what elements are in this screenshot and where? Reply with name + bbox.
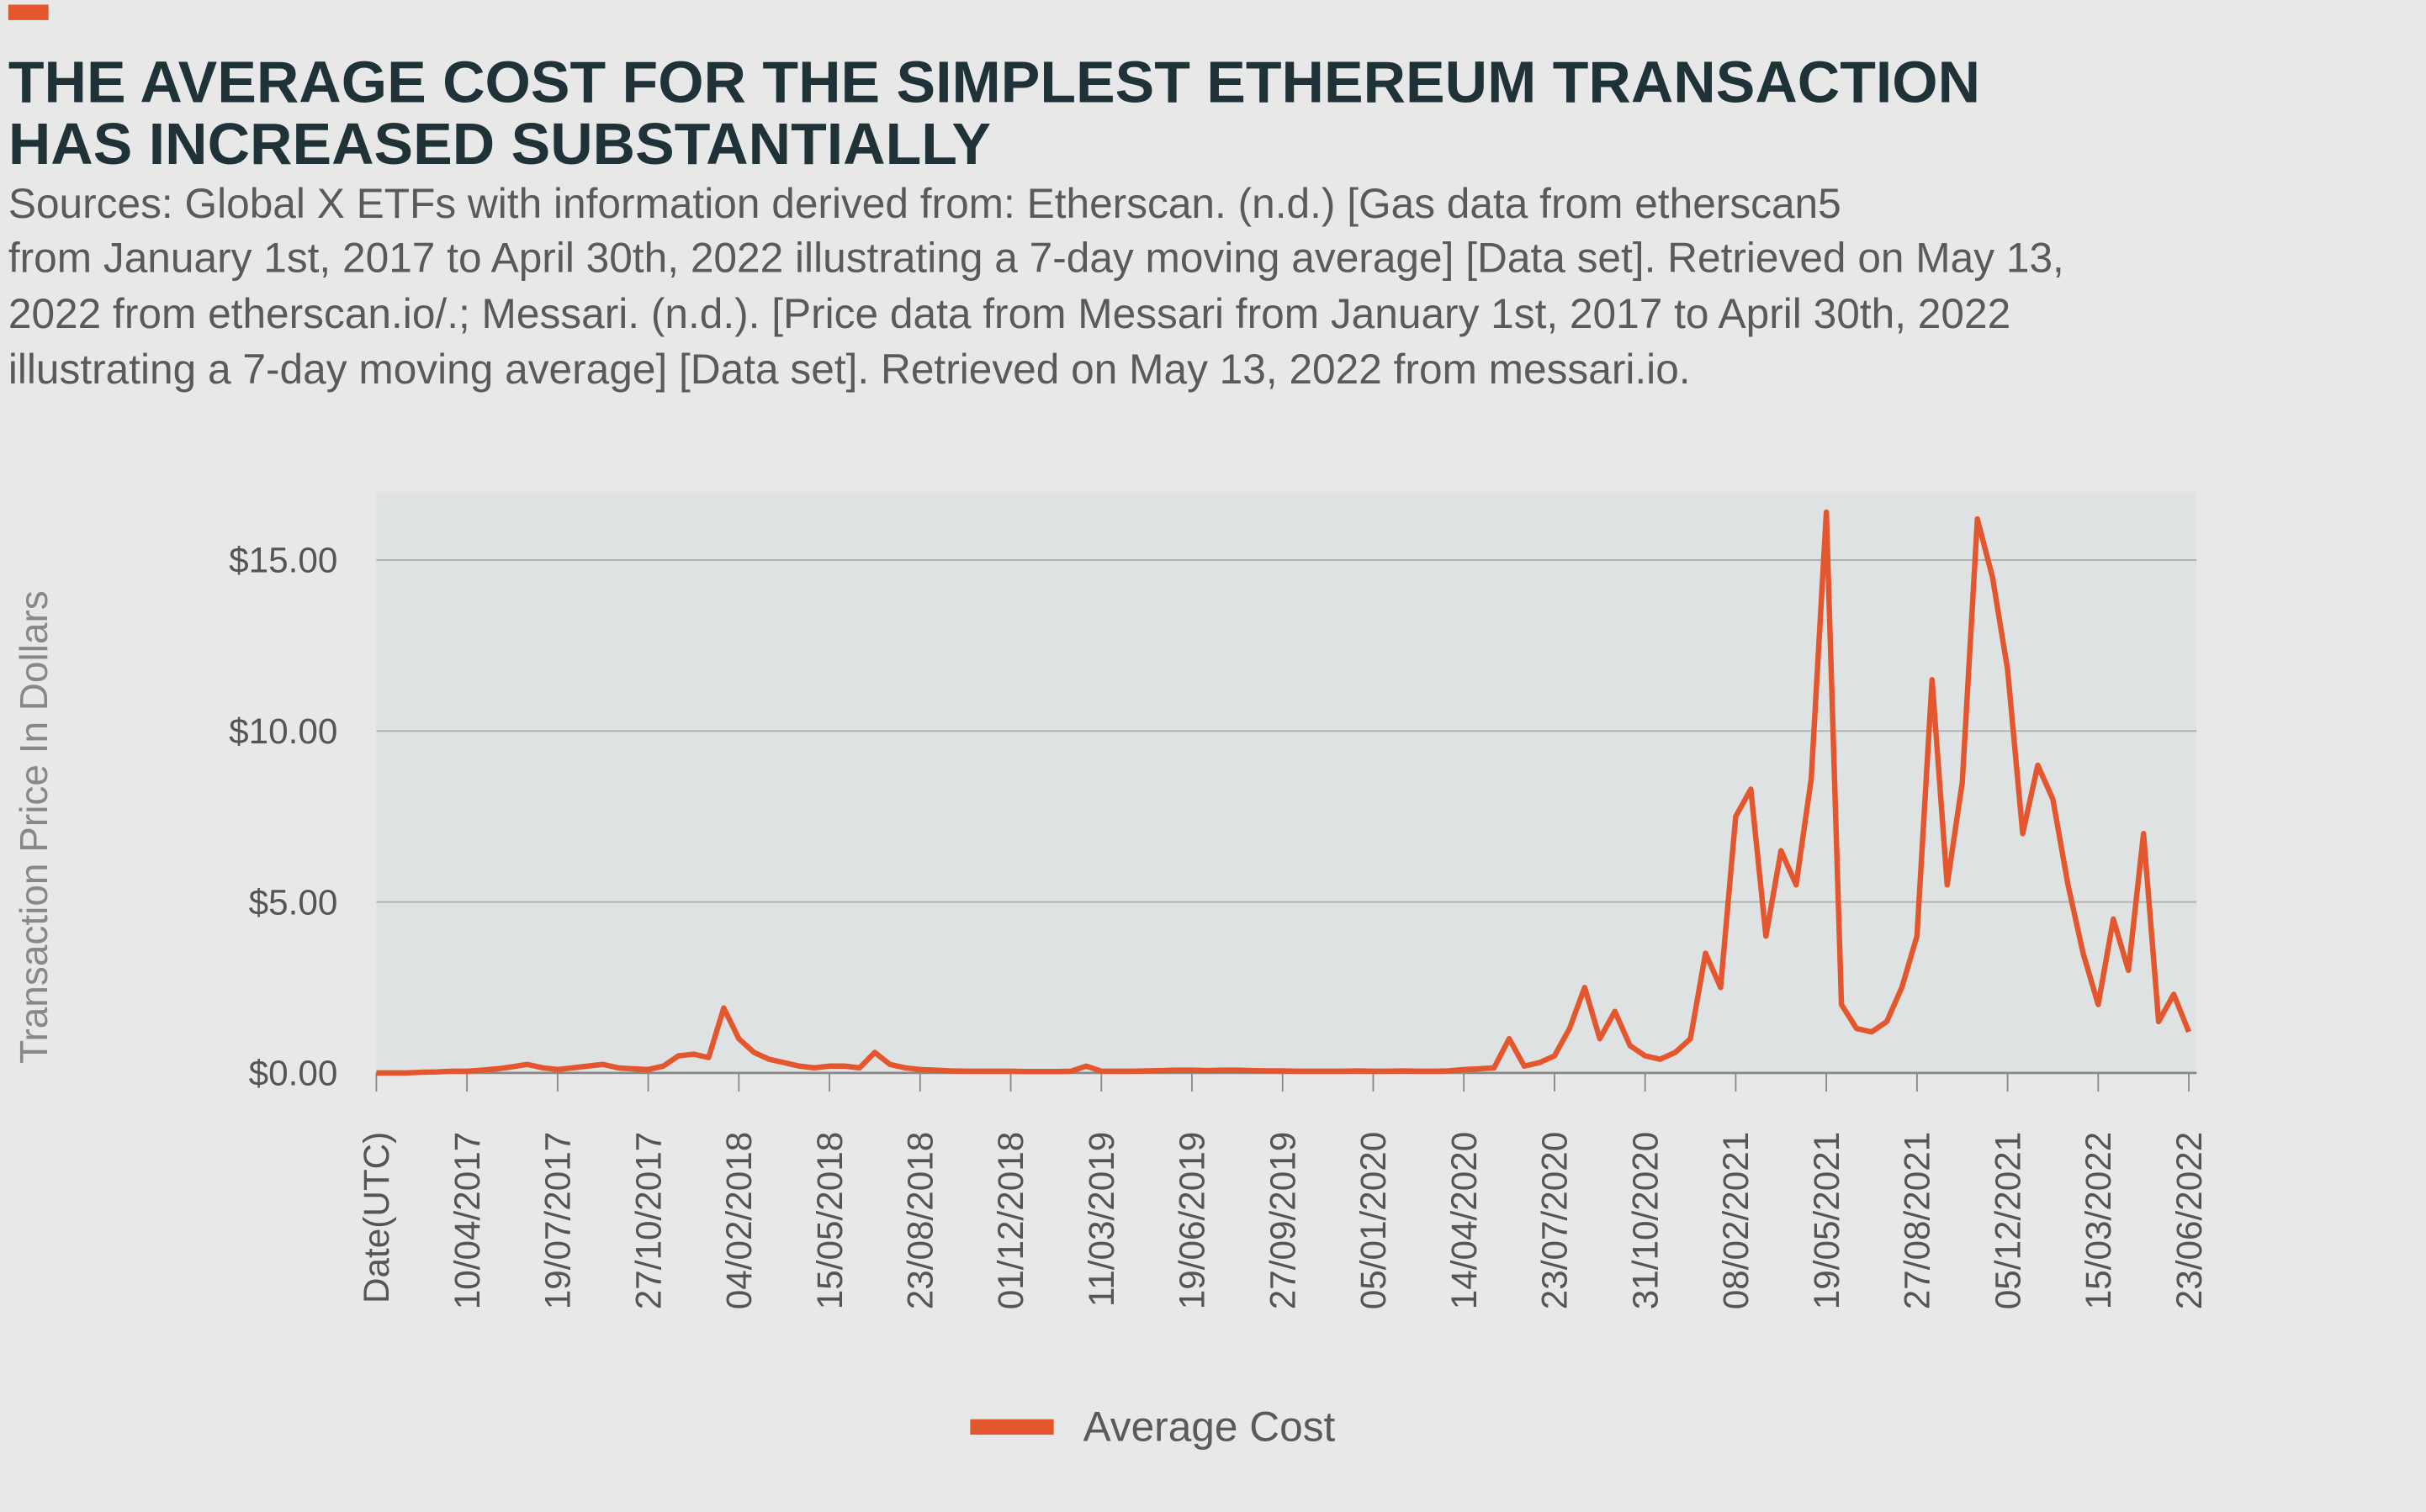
y-tick-label: $10.00 <box>229 711 337 751</box>
x-tick-label: 31/10/2020 <box>1625 1132 1665 1310</box>
x-tick-label: 14/04/2020 <box>1444 1132 1484 1310</box>
chart-title: HAS INCREASED SUBSTANTIALLY <box>8 111 991 177</box>
y-tick-label: $0.00 <box>249 1054 338 1093</box>
x-tick-label: 11/03/2019 <box>1082 1132 1121 1307</box>
legend-swatch <box>970 1419 1054 1435</box>
subtitle: from January 1st, 2017 to April 30th, 20… <box>8 235 2064 282</box>
x-tick-label: Date(UTC) <box>357 1132 396 1303</box>
x-tick-label: 27/09/2019 <box>1263 1132 1302 1310</box>
subtitle: illustrating a 7-day moving average] [Da… <box>8 346 1691 393</box>
x-tick-label: 27/08/2021 <box>1898 1132 1937 1310</box>
x-tick-label: 19/05/2021 <box>1807 1132 1846 1310</box>
x-tick-label: 01/12/2018 <box>991 1132 1030 1310</box>
x-tick-label: 23/07/2020 <box>1535 1132 1575 1310</box>
subtitle: 2022 from etherscan.io/.; Messari. (n.d.… <box>8 290 2010 337</box>
x-tick-label: 19/07/2017 <box>538 1132 578 1310</box>
line <box>376 509 2192 1076</box>
subtitle: Sources: Global X ETFs with information … <box>8 180 1841 227</box>
y-tick-label: $5.00 <box>249 882 338 922</box>
y-tick-label: $15.00 <box>229 541 337 580</box>
accent <box>8 4 49 20</box>
x-tick-label: 05/12/2021 <box>1988 1132 2027 1310</box>
y-axis-label: Transaction Price In Dollars <box>12 590 56 1064</box>
plot: $0.00 $5.00 $10.00 $15.00 Date(UTC) 10/04/201… <box>229 509 2209 1450</box>
x-tick-label: 15/03/2022 <box>2079 1132 2118 1310</box>
legend-label: Average Cost <box>1083 1403 1336 1450</box>
x-tick-label: 04/02/2018 <box>719 1132 759 1310</box>
x-tick-label: 15/05/2018 <box>810 1132 850 1310</box>
x-tick-label: 23/06/2022 <box>2169 1132 2209 1310</box>
plot-area <box>376 491 2197 1073</box>
x-tick-label: 10/04/2017 <box>448 1132 487 1310</box>
x-tick-label: 08/02/2021 <box>1716 1132 1756 1310</box>
chart-title: THE AVERAGE COST FOR THE SIMPLEST ETHERE… <box>8 49 1980 114</box>
x-tick-label: 19/06/2019 <box>1173 1132 1212 1310</box>
x-tick-label: 27/10/2017 <box>628 1132 668 1310</box>
x-tick-label: 05/01/2020 <box>1353 1132 1393 1310</box>
x-tick-label: 23/08/2018 <box>901 1132 940 1310</box>
